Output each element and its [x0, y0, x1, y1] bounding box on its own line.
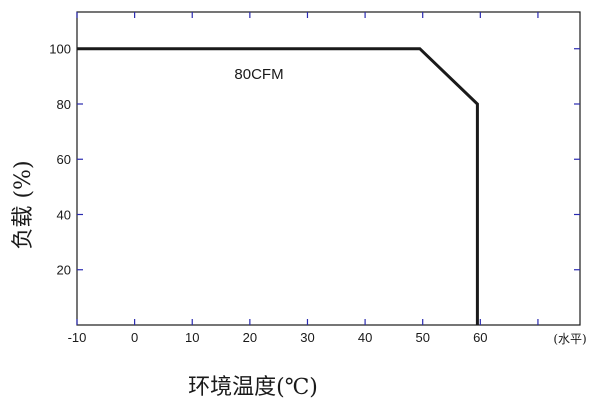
series-line-80cfm — [77, 49, 477, 325]
x-axis-note: (水平) — [553, 332, 586, 346]
x-tick-label: 10 — [185, 330, 199, 345]
x-axis-title: 环境温度(℃) — [188, 375, 318, 400]
y-tick-label: 40 — [57, 207, 71, 222]
x-tick-label: -10 — [68, 330, 87, 345]
y-tick-label: 20 — [57, 263, 71, 278]
y-tick-label: 60 — [57, 152, 71, 167]
x-tick-label: 40 — [358, 330, 372, 345]
y-tick-label: 100 — [49, 42, 71, 57]
x-tick-label: 50 — [415, 330, 429, 345]
x-tick-label: 20 — [243, 330, 257, 345]
x-tick-label: 0 — [131, 330, 138, 345]
y-axis-title: 负载 (%) — [11, 160, 36, 249]
plot-frame — [77, 12, 580, 325]
series-label: 80CFM — [234, 66, 283, 83]
x-tick-label: 60 — [473, 330, 487, 345]
x-tick-label: 30 — [300, 330, 314, 345]
y-tick-label: 80 — [57, 97, 71, 112]
